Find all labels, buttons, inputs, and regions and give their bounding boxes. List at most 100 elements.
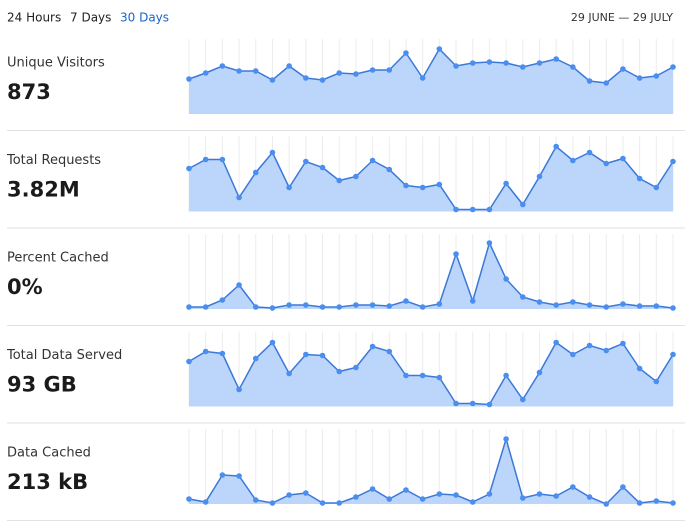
data-point <box>570 64 576 70</box>
data-point <box>436 491 443 497</box>
data-point <box>586 342 593 349</box>
area-fill <box>189 342 673 407</box>
area-line <box>189 240 674 309</box>
data-point <box>603 160 610 167</box>
time-tab[interactable]: 7 Days <box>70 11 111 25</box>
data-point <box>636 500 643 506</box>
area-fill <box>189 243 673 309</box>
metric-value: 93 GB <box>7 373 77 397</box>
data-point <box>570 157 576 164</box>
data-point <box>219 63 226 69</box>
data-point <box>186 304 192 310</box>
metric-value: 213 kB <box>7 470 88 494</box>
data-point <box>369 486 376 492</box>
data-point <box>653 73 660 79</box>
data-point <box>620 301 626 307</box>
data-point <box>670 351 676 358</box>
data-point <box>419 184 426 191</box>
data-point <box>486 59 493 65</box>
data-point <box>536 60 543 66</box>
data-point <box>236 68 242 74</box>
data-point <box>269 500 276 506</box>
data-point <box>353 364 359 371</box>
data-point <box>503 372 509 379</box>
data-point <box>553 493 559 499</box>
data-point <box>436 301 443 307</box>
data-point <box>369 343 376 350</box>
data-point <box>386 166 393 173</box>
data-point <box>486 206 493 213</box>
time-tab[interactable]: 30 Days <box>120 11 169 25</box>
data-point <box>286 492 292 498</box>
data-point <box>303 490 309 496</box>
data-point <box>603 347 610 354</box>
data-point <box>353 302 359 308</box>
data-point <box>236 473 242 479</box>
data-point <box>186 76 192 82</box>
data-point <box>486 491 493 497</box>
data-point <box>403 487 409 493</box>
data-point <box>536 369 543 376</box>
data-point <box>386 67 393 73</box>
data-point <box>453 492 459 498</box>
data-point <box>386 348 393 355</box>
data-point <box>202 348 209 355</box>
data-point <box>419 372 426 379</box>
data-point <box>219 472 226 478</box>
data-point <box>586 494 593 500</box>
data-point <box>653 498 660 504</box>
area-line <box>188 436 674 505</box>
data-point <box>319 304 326 310</box>
data-point <box>603 501 610 507</box>
data-point <box>670 305 676 311</box>
metric-title: Unique Visitors <box>7 56 105 71</box>
data-point <box>469 499 476 505</box>
data-point <box>670 500 676 506</box>
area-fill <box>189 439 673 504</box>
data-point <box>586 302 593 308</box>
data-point <box>186 358 192 365</box>
data-point <box>536 173 543 180</box>
data-point <box>269 339 276 346</box>
data-point <box>436 46 443 52</box>
data-point <box>303 302 309 308</box>
data-point <box>403 372 409 379</box>
data-point <box>419 304 426 310</box>
metric-value: 873 <box>7 80 51 104</box>
date-range: 29 JUNE — 29 JULY <box>571 11 673 24</box>
time-tab[interactable]: 24 Hours <box>7 11 61 25</box>
data-point <box>453 400 459 407</box>
metric-title: Data Cached <box>7 446 91 461</box>
data-point <box>403 182 409 189</box>
data-point <box>586 149 593 156</box>
data-point <box>503 436 509 442</box>
data-point <box>202 70 209 76</box>
data-point <box>570 484 576 490</box>
data-point <box>269 77 276 83</box>
data-point <box>252 68 259 74</box>
data-point <box>286 370 292 377</box>
data-point <box>570 351 576 358</box>
data-point <box>386 303 393 309</box>
area-fill <box>189 146 673 212</box>
data-point <box>202 156 209 163</box>
data-point <box>286 63 292 69</box>
data-point <box>519 294 526 300</box>
data-point <box>219 350 226 357</box>
data-point <box>336 500 343 506</box>
area-line <box>188 145 674 211</box>
data-point <box>236 194 242 201</box>
data-point <box>303 158 309 165</box>
metric-value: 0% <box>7 275 43 299</box>
data-point <box>670 64 676 70</box>
data-point <box>469 60 476 66</box>
data-point <box>202 304 209 310</box>
data-point <box>236 282 242 288</box>
data-point <box>503 276 509 282</box>
data-point <box>219 156 226 163</box>
data-point <box>269 149 276 156</box>
data-point <box>653 184 660 191</box>
data-point <box>236 386 242 393</box>
data-point <box>319 164 326 171</box>
